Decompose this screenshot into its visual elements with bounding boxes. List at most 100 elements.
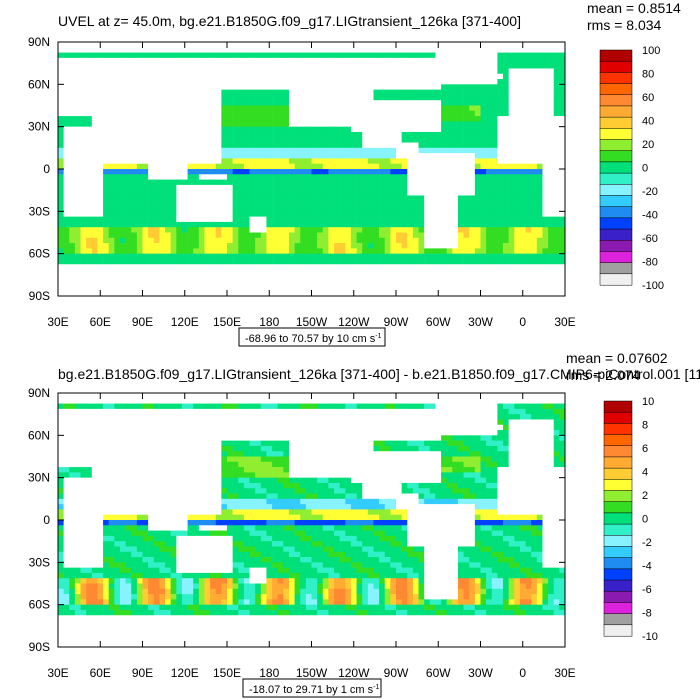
map-cell (277, 408, 284, 415)
map-cell (345, 248, 352, 254)
map-cell (210, 264, 217, 270)
map-cell (486, 52, 493, 59)
map-cell (486, 153, 493, 159)
map-cell (345, 179, 352, 186)
map-cell (519, 116, 526, 122)
map-cell (469, 243, 476, 249)
map-cell (125, 237, 132, 244)
map-cell (91, 89, 98, 96)
map-cell (514, 147, 521, 154)
map-cell (249, 393, 256, 399)
map-cell (170, 274, 177, 281)
map-cell (198, 116, 205, 122)
map-cell (136, 73, 143, 80)
map-cell (69, 137, 76, 143)
map-cell (418, 211, 425, 217)
map-cell (350, 200, 357, 207)
map-cell (272, 63, 278, 69)
map-cell (463, 200, 470, 207)
map-cell (227, 105, 233, 112)
map-cell (198, 232, 205, 239)
map-cell (311, 280, 318, 286)
map-cell (165, 216, 171, 223)
map-cell (424, 414, 431, 420)
map-cell (305, 280, 312, 286)
map-cell (525, 232, 532, 239)
map-cell (288, 200, 295, 207)
map-cell (350, 57, 357, 64)
map-cell (497, 190, 504, 196)
map-cell (356, 137, 363, 143)
map-cell (243, 63, 250, 69)
map-cell (525, 84, 532, 90)
map-cell (181, 227, 188, 233)
map-cell (334, 131, 340, 138)
map-cell (148, 200, 155, 207)
map-cell (429, 190, 436, 196)
map-cell (384, 195, 391, 202)
map-cell (176, 403, 183, 410)
map-cell (221, 116, 228, 122)
map-cell (198, 42, 205, 48)
map-cell (334, 94, 340, 101)
map-cell (221, 285, 228, 292)
map-cell (418, 232, 425, 239)
map-cell (452, 169, 459, 175)
map-cell (401, 68, 408, 75)
map-cell (497, 126, 504, 133)
map-cell (367, 253, 374, 260)
map-cell (480, 419, 487, 426)
map-cell (441, 269, 447, 276)
map-cell (260, 89, 267, 96)
map-cell (457, 68, 464, 75)
map-cell (350, 253, 357, 260)
map-cell (514, 269, 521, 276)
map-cell (232, 190, 239, 196)
map-cell (457, 398, 464, 404)
map-cell (362, 393, 369, 399)
map-cell (255, 105, 262, 112)
map-cell (136, 424, 143, 431)
map-cell (266, 419, 273, 426)
map-cell (272, 280, 278, 286)
map-cell (548, 280, 555, 286)
map-cell (525, 285, 532, 292)
map-cell (508, 280, 515, 286)
map-cell (165, 190, 171, 196)
map-cell (339, 243, 346, 249)
map-cell (474, 227, 481, 233)
map-cell (401, 79, 408, 85)
map-cell (508, 398, 515, 404)
map-cell (187, 221, 194, 228)
map-cell (142, 174, 149, 180)
map-cell (491, 79, 498, 85)
map-cell (283, 153, 290, 159)
map-cell (429, 237, 436, 244)
map-cell (497, 200, 504, 207)
map-cell (480, 163, 487, 170)
map-cell (80, 290, 87, 297)
map-cell (452, 253, 459, 260)
map-cell (441, 126, 447, 133)
map-cell (452, 243, 459, 249)
map-cell (542, 248, 549, 254)
map-cell (165, 269, 171, 276)
map-cell (63, 237, 70, 244)
map-cell (519, 408, 526, 415)
map-cell (255, 253, 262, 260)
map-cell (424, 403, 431, 410)
map-cell (345, 274, 352, 281)
map-cell (165, 84, 171, 90)
map-cell (266, 116, 273, 122)
map-cell (249, 243, 256, 249)
map-cell (86, 248, 93, 254)
map-cell (305, 258, 312, 265)
map-cell (424, 269, 431, 276)
map-cell (339, 227, 346, 233)
map-cell (255, 258, 262, 265)
map-cell (542, 403, 549, 410)
map-cell (153, 163, 160, 170)
map-cell (243, 408, 250, 415)
map-cell (131, 200, 138, 207)
map-cell (334, 408, 340, 415)
